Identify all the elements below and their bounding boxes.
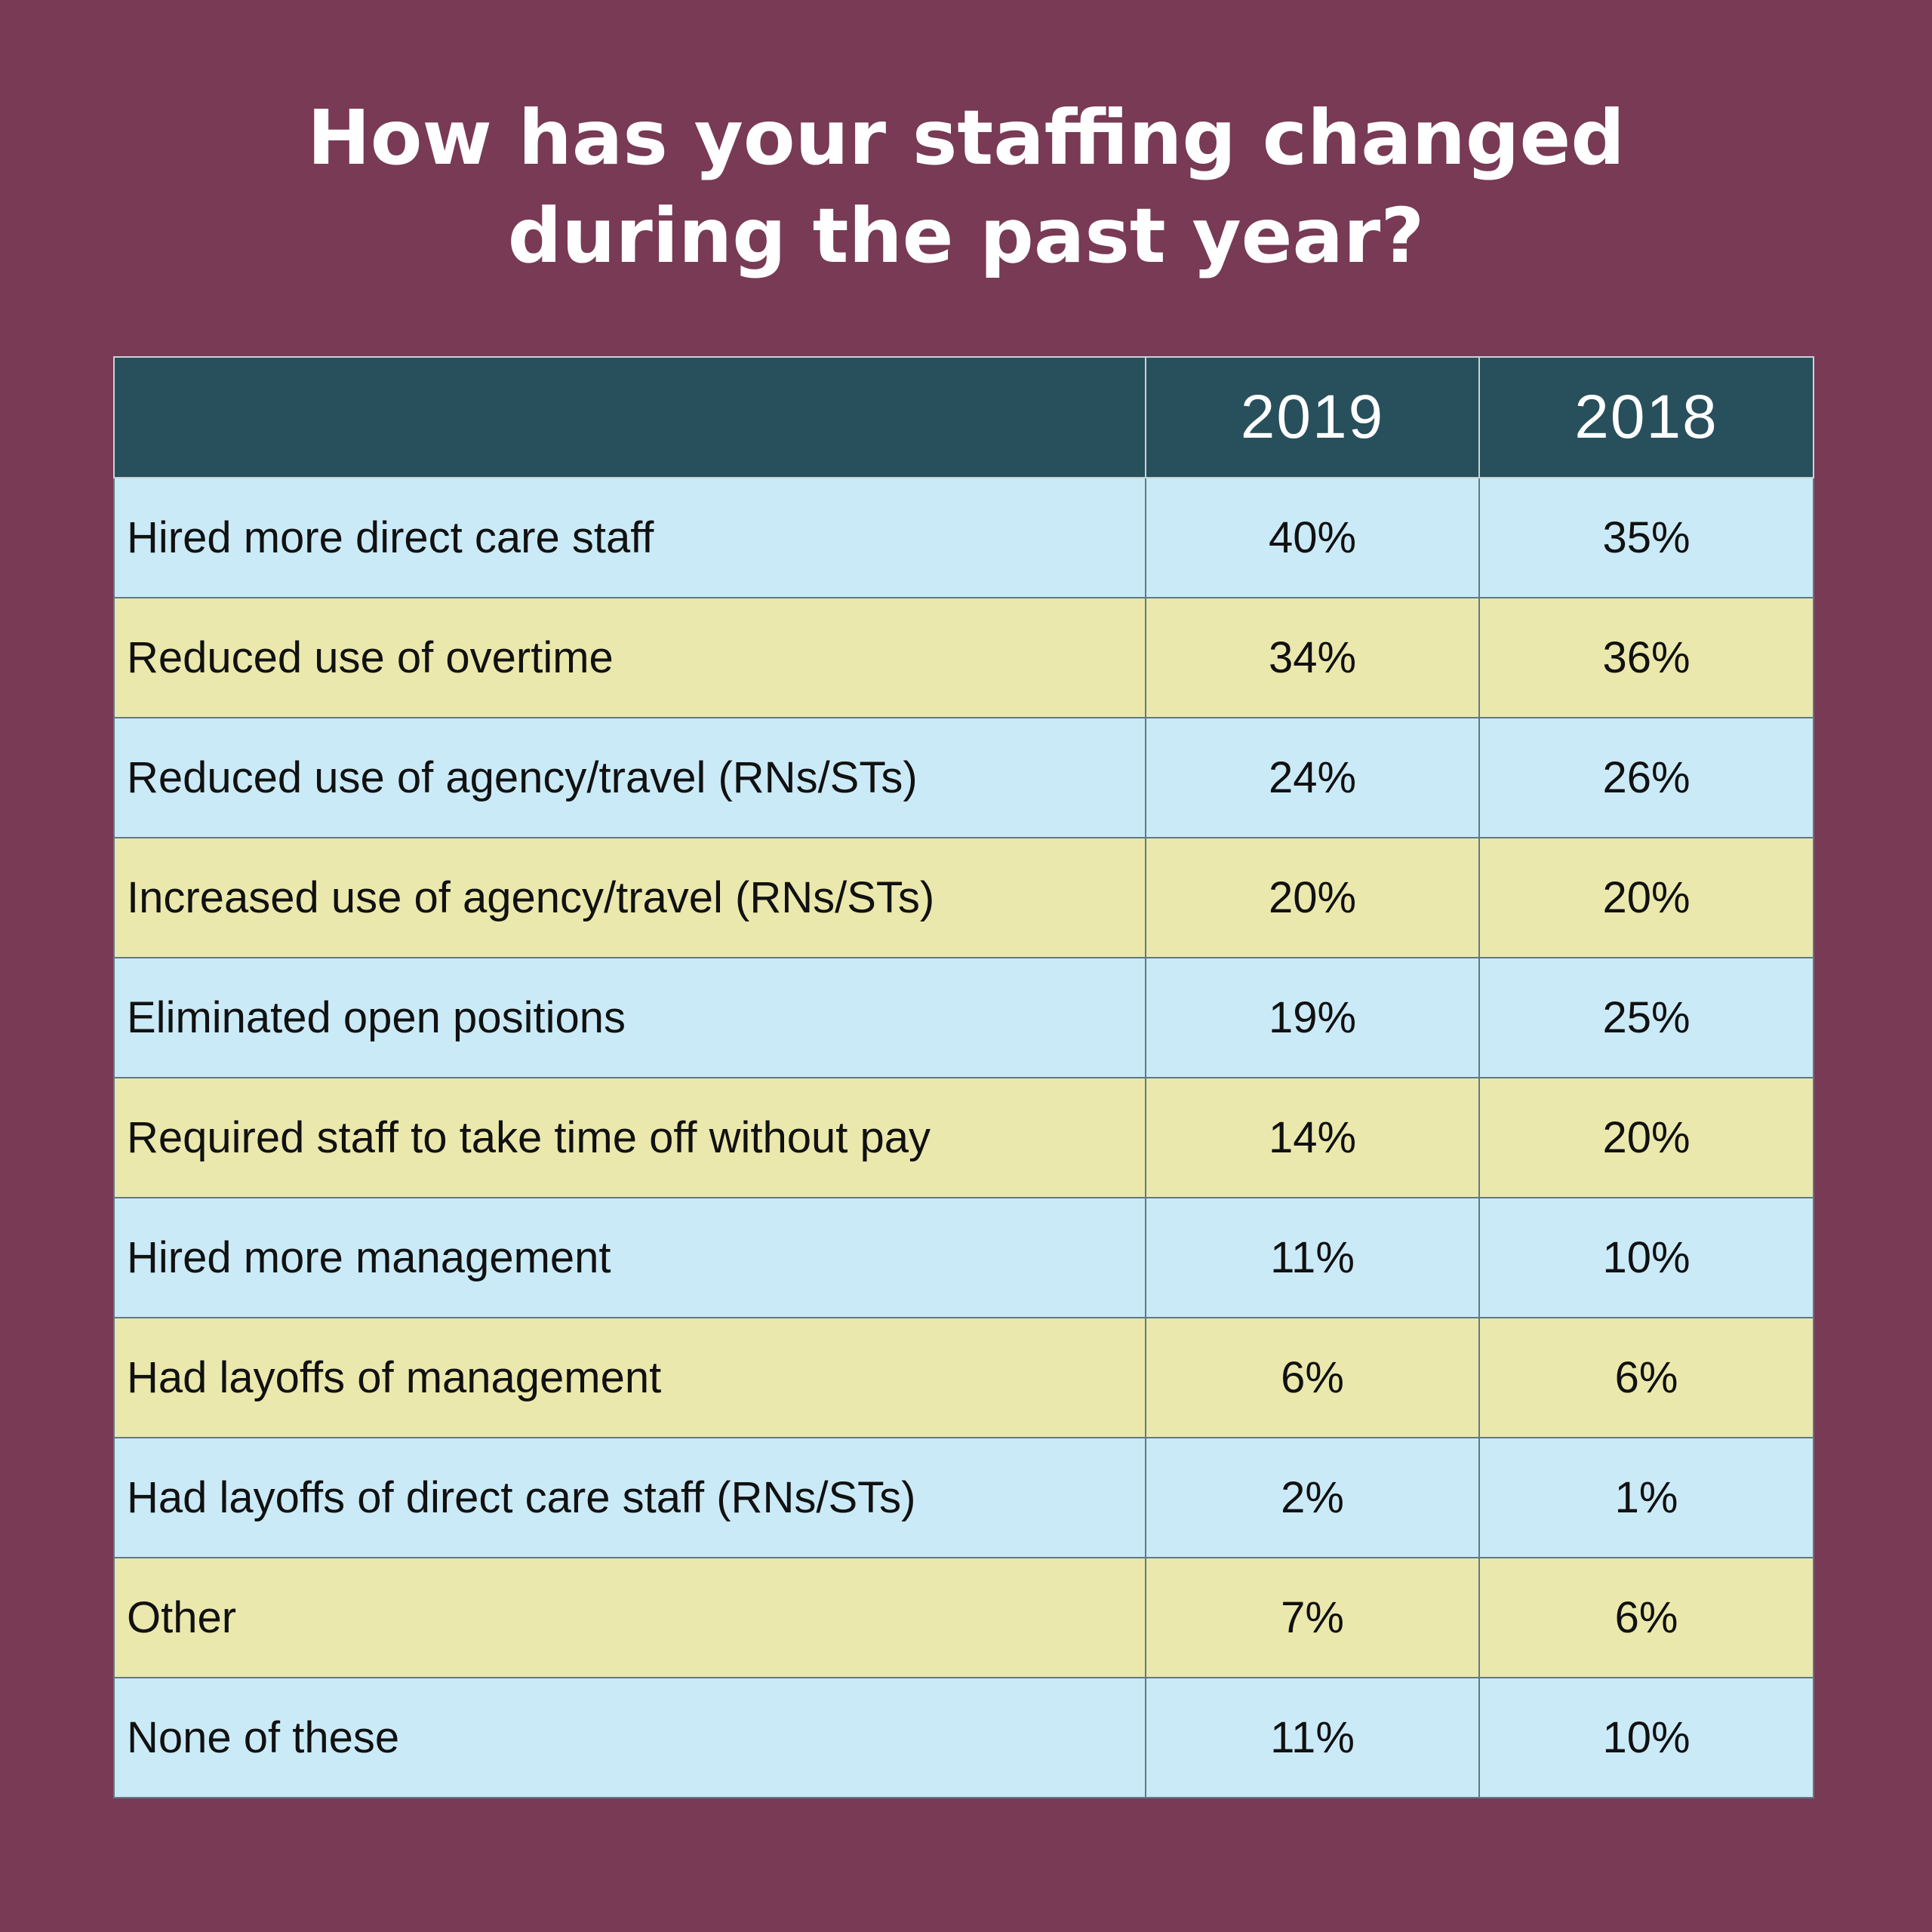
value-2018: 10% [1478, 1197, 1814, 1318]
table-row: Other 7% 6% [113, 1557, 1814, 1678]
row-label: Required staff to take time off without … [113, 1077, 1146, 1198]
value-2019: 11% [1145, 1677, 1480, 1798]
value-2019: 2% [1145, 1437, 1480, 1558]
table-row: Had layoffs of management 6% 6% [113, 1317, 1814, 1438]
title-line-2: during the past year? [507, 192, 1425, 280]
value-2018: 6% [1478, 1557, 1814, 1678]
table-row: Increased use of agency/travel (RNs/STs)… [113, 837, 1814, 958]
row-label: Had layoffs of management [113, 1317, 1146, 1438]
value-2018: 36% [1478, 597, 1814, 718]
header-label-cell [113, 356, 1146, 478]
table-row: Hired more management 11% 10% [113, 1197, 1814, 1318]
value-2019: 7% [1145, 1557, 1480, 1678]
page-title: How has your staffing changed during the… [0, 89, 1932, 285]
row-label: Had layoffs of direct care staff (RNs/ST… [113, 1437, 1146, 1558]
row-label: Reduced use of overtime [113, 597, 1146, 718]
value-2019: 40% [1145, 477, 1480, 598]
row-label: Hired more direct care staff [113, 477, 1146, 598]
table-row: Had layoffs of direct care staff (RNs/ST… [113, 1437, 1814, 1558]
value-2018: 26% [1478, 717, 1814, 838]
value-2019: 34% [1145, 597, 1480, 718]
title-line-1: How has your staffing changed [307, 94, 1625, 182]
table-row: Eliminated open positions 19% 25% [113, 957, 1814, 1078]
row-label: Increased use of agency/travel (RNs/STs) [113, 837, 1146, 958]
table-body: Hired more direct care staff 40% 35% Reduce… [113, 477, 1814, 1798]
header-row: 2019 2018 [113, 356, 1814, 478]
value-2019: 24% [1145, 717, 1480, 838]
row-label: None of these [113, 1677, 1146, 1798]
table-row: Required staff to take time off without … [113, 1077, 1814, 1198]
value-2018: 10% [1478, 1677, 1814, 1798]
row-label: Hired more management [113, 1197, 1146, 1318]
value-2019: 6% [1145, 1317, 1480, 1438]
table-row: Reduced use of agency/travel (RNs/STs) 24… [113, 717, 1814, 838]
header-2018: 2018 [1478, 356, 1814, 478]
row-label: Other [113, 1557, 1146, 1678]
row-label: Eliminated open positions [113, 957, 1146, 1078]
value-2018: 35% [1478, 477, 1814, 598]
table-row: None of these 11% 10% [113, 1677, 1814, 1798]
value-2018: 20% [1478, 837, 1814, 958]
value-2018: 6% [1478, 1317, 1814, 1438]
table-row: Hired more direct care staff 40% 35% [113, 477, 1814, 598]
value-2019: 19% [1145, 957, 1480, 1078]
value-2019: 20% [1145, 837, 1480, 958]
row-label: Reduced use of agency/travel (RNs/STs) [113, 717, 1146, 838]
value-2018: 20% [1478, 1077, 1814, 1198]
table-row: Reduced use of overtime 34% 36% [113, 597, 1814, 718]
value-2018: 1% [1478, 1437, 1814, 1558]
value-2019: 11% [1145, 1197, 1480, 1318]
value-2018: 25% [1478, 957, 1814, 1078]
staffing-table: 2019 2018 Hired more direct care staff 40… [113, 356, 1814, 1798]
header-2019: 2019 [1145, 356, 1480, 478]
value-2019: 14% [1145, 1077, 1480, 1198]
